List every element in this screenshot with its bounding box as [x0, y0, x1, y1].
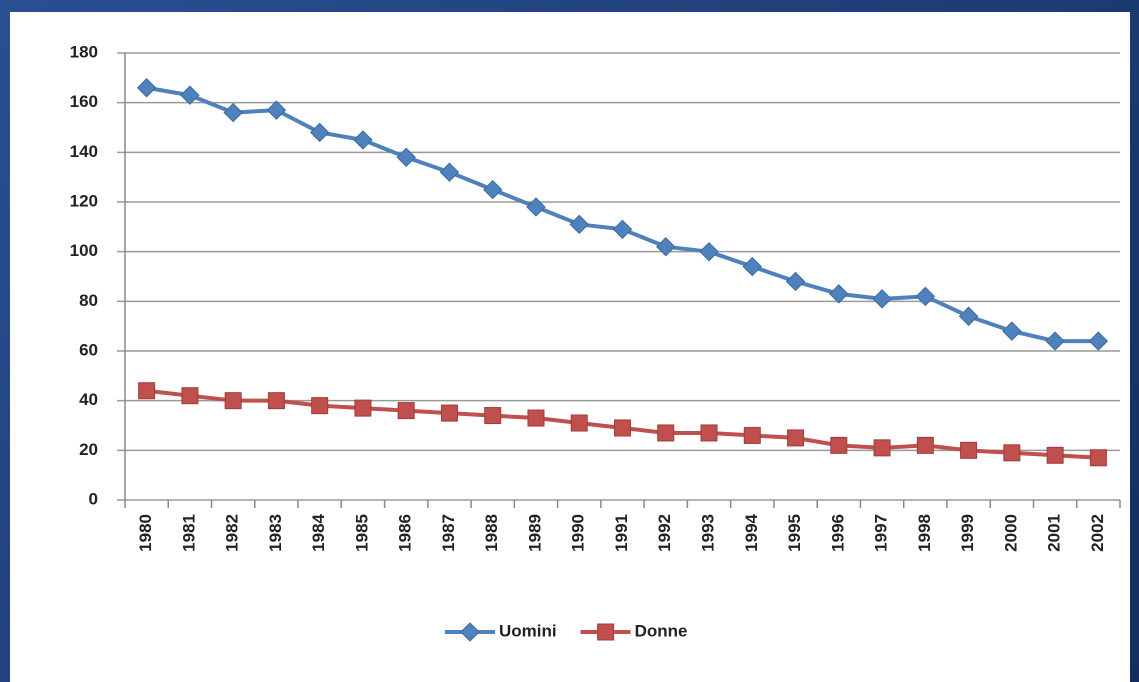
legend-marker [597, 623, 615, 641]
x-tick-label: 1981 [179, 514, 198, 552]
x-tick-label: 1995 [785, 514, 804, 552]
point [223, 102, 243, 123]
point [224, 392, 242, 410]
point [915, 286, 936, 307]
point [612, 219, 633, 240]
x-tick-label: 1980 [136, 514, 155, 552]
y-tick-label: 120 [70, 191, 98, 210]
x-tick-label: 1999 [958, 514, 977, 552]
x-tick-label: 1983 [266, 514, 285, 552]
point [527, 409, 545, 427]
point [787, 429, 805, 447]
point [136, 78, 157, 98]
x-tick-label: 1988 [482, 514, 501, 552]
point [960, 441, 978, 459]
point [570, 414, 588, 432]
y-tick-label: 40 [79, 390, 98, 409]
point [440, 404, 458, 422]
y-tick-label: 100 [70, 241, 98, 260]
point [354, 399, 372, 417]
point [309, 122, 330, 143]
legend-label: Uomini [499, 621, 557, 640]
x-tick-label: 2001 [1045, 514, 1064, 552]
point [397, 402, 415, 420]
point [526, 197, 546, 217]
x-tick-label: 1987 [439, 514, 458, 552]
point [311, 397, 329, 415]
x-tick-label: 1985 [352, 514, 371, 552]
x-tick-label: 1998 [915, 514, 934, 552]
point [483, 179, 503, 200]
point [657, 424, 675, 442]
point [700, 424, 718, 442]
point [830, 436, 848, 454]
point [829, 284, 849, 304]
x-tick-label: 2002 [1088, 514, 1107, 552]
x-tick-label: 1991 [612, 514, 631, 552]
point [699, 241, 719, 262]
x-tick-label: 1994 [742, 513, 761, 551]
legend-label: Donne [635, 621, 688, 640]
point [396, 147, 416, 168]
point [1003, 444, 1021, 462]
point [1045, 331, 1065, 351]
y-tick-label: 160 [70, 92, 98, 111]
x-tick-label: 1989 [525, 514, 544, 552]
y-tick-label: 60 [79, 340, 98, 359]
point [873, 439, 891, 457]
x-tick-label: 1984 [309, 513, 328, 551]
point [1088, 331, 1109, 351]
point [267, 392, 285, 410]
x-tick-label: 1996 [828, 514, 847, 552]
point [1046, 446, 1064, 464]
point [569, 214, 589, 235]
legend-marker [460, 622, 480, 642]
y-tick-label: 0 [89, 489, 98, 508]
point [872, 289, 892, 309]
chart-panel [10, 12, 1130, 682]
point [266, 100, 287, 120]
x-tick-label: 1993 [699, 514, 718, 552]
x-tick-label: 1990 [569, 514, 588, 552]
point [916, 436, 934, 454]
point [138, 382, 156, 400]
point [353, 130, 373, 150]
x-tick-label: 1997 [872, 514, 891, 552]
point [958, 306, 979, 326]
point [1002, 321, 1022, 341]
point [742, 256, 762, 277]
point [181, 387, 199, 405]
point [180, 85, 200, 105]
point [656, 236, 676, 257]
point [439, 162, 460, 182]
x-tick-label: 1992 [655, 514, 674, 552]
y-tick-label: 180 [70, 42, 98, 61]
y-tick-label: 140 [70, 142, 98, 161]
point [614, 419, 631, 437]
y-tick-label: 80 [79, 291, 98, 310]
point [743, 426, 761, 444]
y-tick-label: 20 [79, 440, 98, 459]
x-tick-label: 1986 [396, 514, 415, 552]
x-tick-label: 2000 [1001, 514, 1020, 552]
point [1089, 449, 1107, 467]
x-tick-label: 1982 [223, 514, 242, 552]
point [785, 271, 806, 292]
point [484, 407, 502, 425]
